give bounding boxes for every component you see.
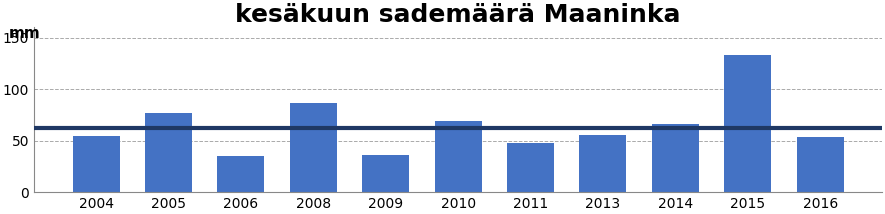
Bar (435, 121, 481, 192)
Text: mm: mm (9, 26, 41, 41)
Bar (218, 156, 265, 192)
Bar (362, 155, 409, 192)
Bar (73, 136, 119, 192)
Bar (145, 113, 192, 192)
Bar (724, 55, 771, 192)
Title: kesäkuun sademäärä Maaninka: kesäkuun sademäärä Maaninka (235, 3, 681, 27)
Bar (580, 135, 627, 192)
Bar (796, 137, 843, 192)
Bar (507, 143, 554, 192)
Bar (289, 103, 337, 192)
Bar (651, 124, 699, 192)
